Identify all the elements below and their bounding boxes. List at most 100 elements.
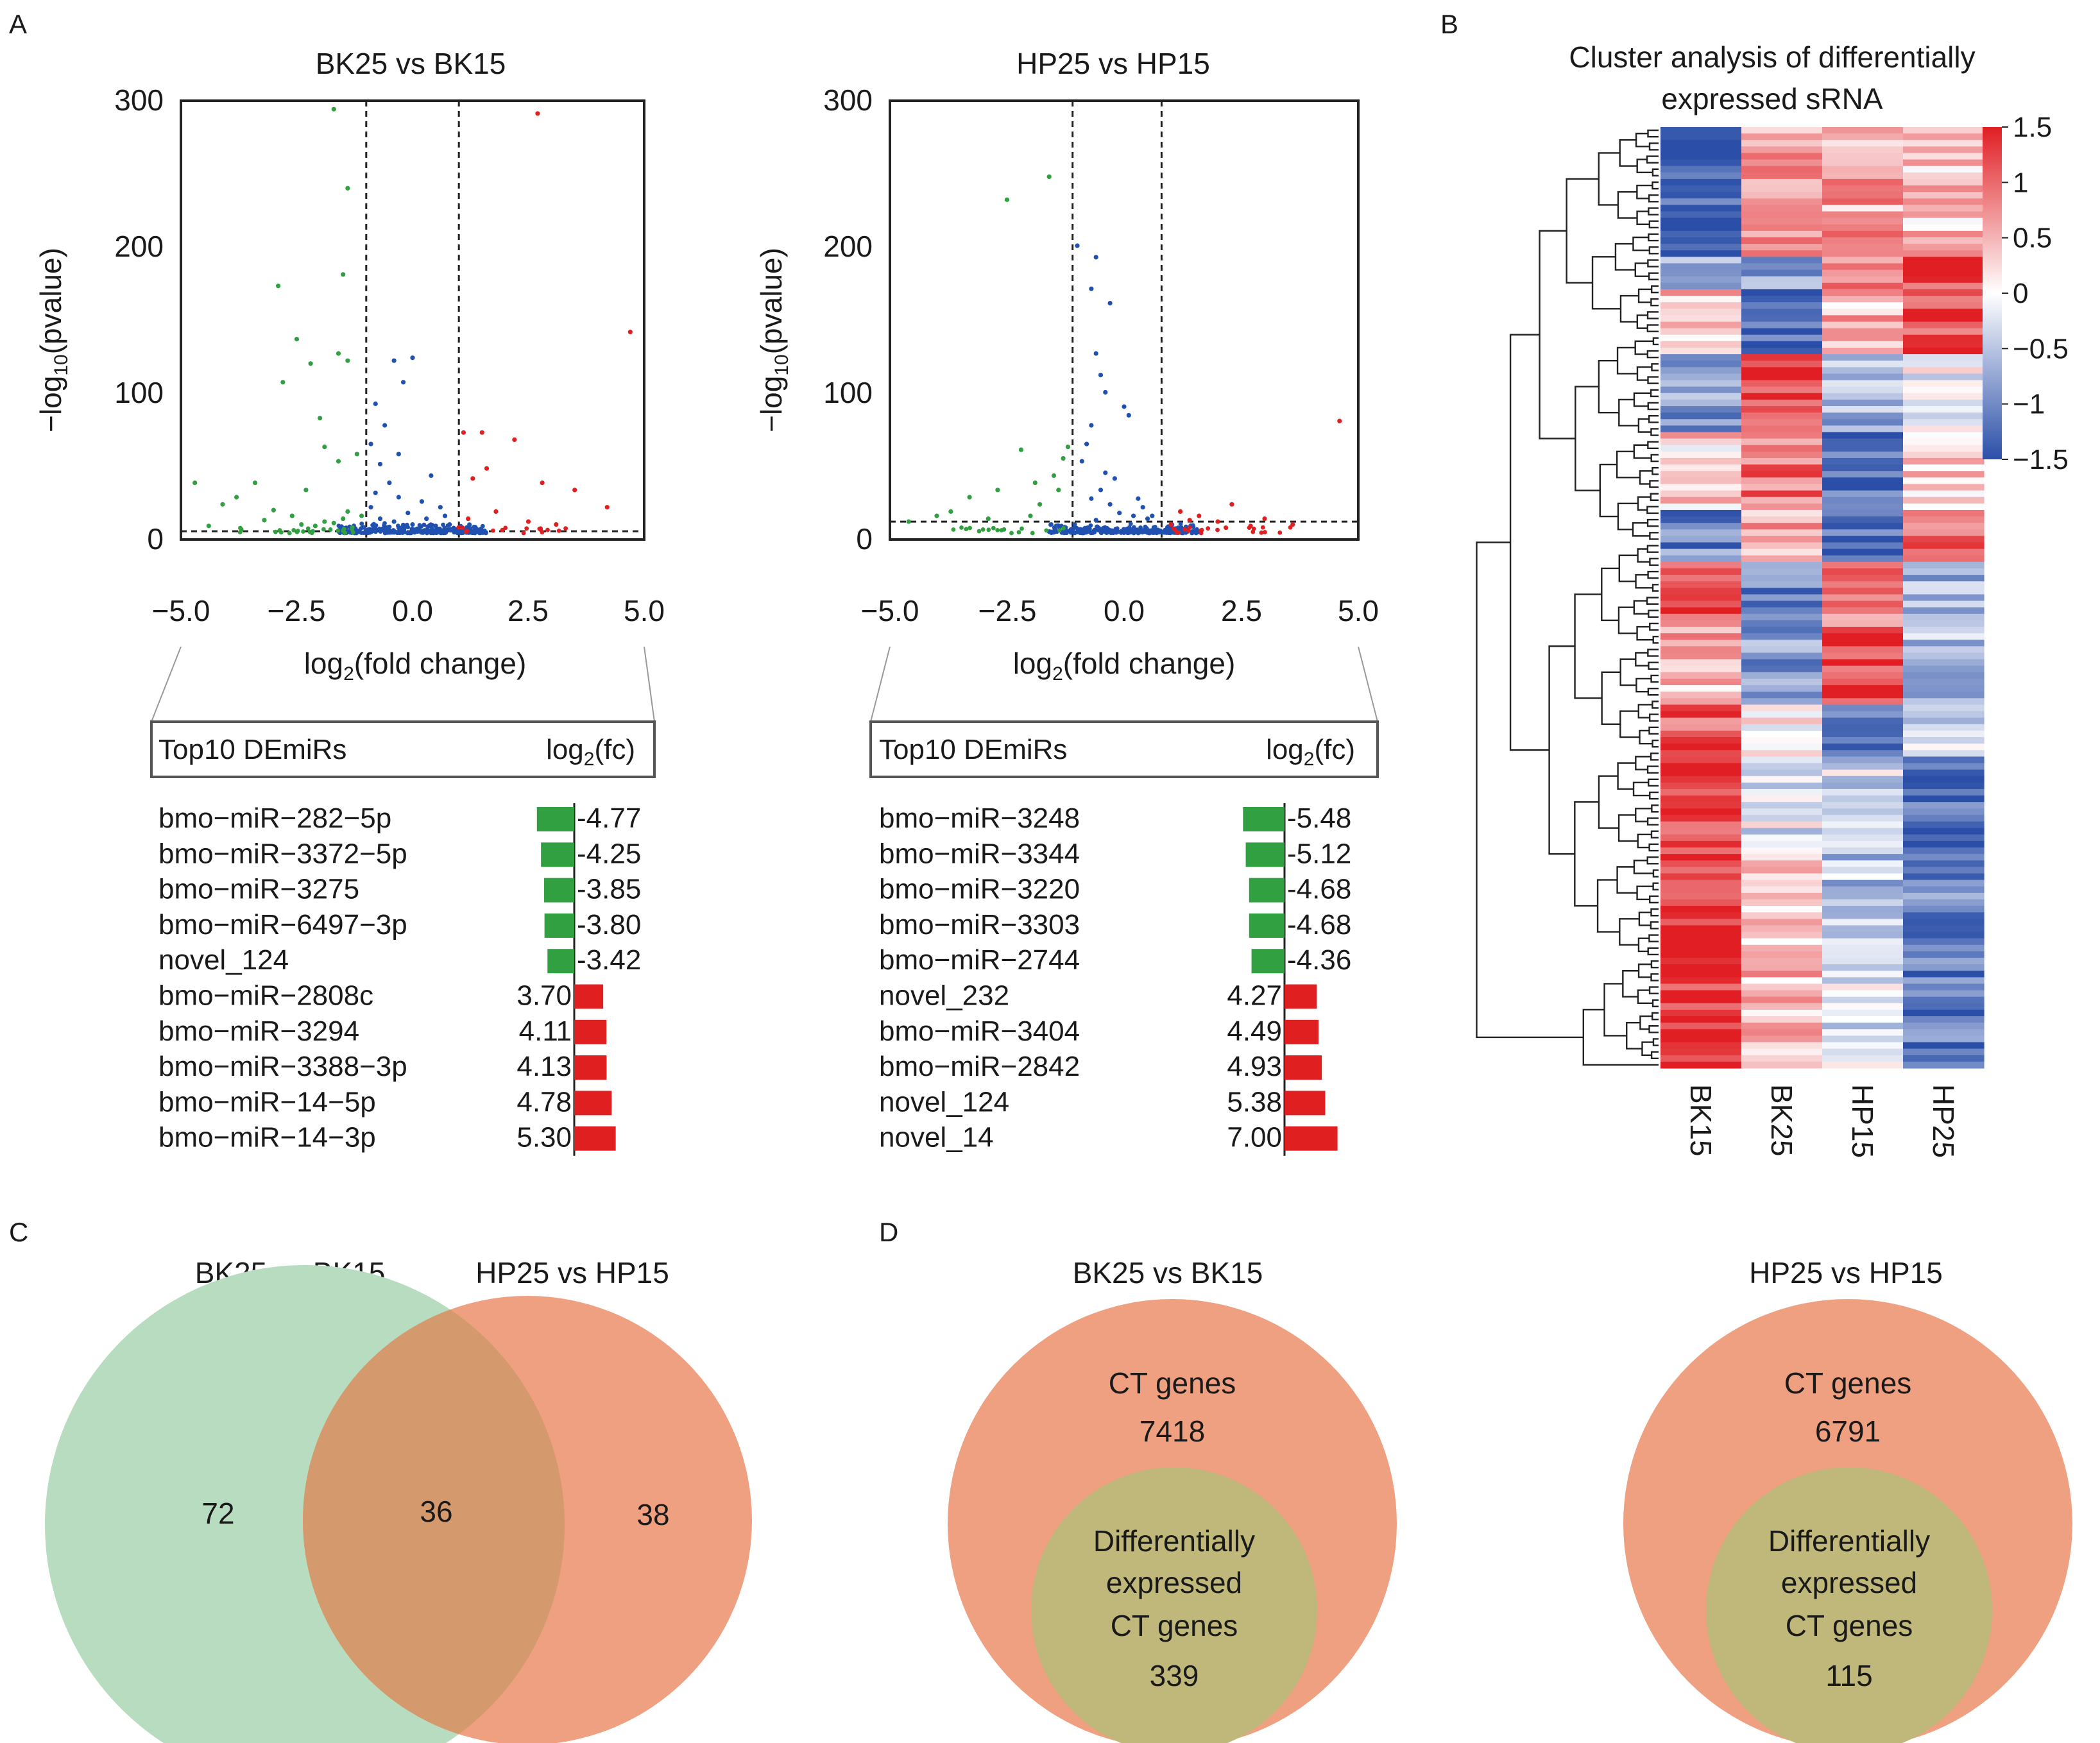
heatmap-cell [1822,698,1904,706]
dendrogram-branch [1650,493,1659,501]
heatmap-cell [1903,354,1985,361]
heatmap-cell [1741,315,1823,323]
point-ns [1052,527,1057,532]
point-down [345,358,350,363]
heatmap-cell [1822,425,1904,433]
point-down [252,480,258,486]
heatmap-cell [1903,782,1985,790]
point-down [308,361,313,366]
heatmap-cell [1741,750,1823,757]
dendrogram-branch [1648,661,1659,670]
heatmap-cell [1741,860,1823,867]
point-down [967,495,972,500]
point-down [1037,502,1043,507]
heatmap-cell [1822,854,1904,861]
point-up [1263,530,1267,534]
point-down [336,351,341,356]
dendrogram-branch [1639,729,1653,745]
heatmap-cell [1903,938,1985,946]
mirna-name: bmo−miR−14−3p [158,1122,376,1153]
dendrogram-branch [1636,366,1652,381]
point-ns [368,441,373,446]
point-up [466,516,471,522]
heatmap-cell [1741,892,1823,900]
heatmap-cell [1660,484,1742,491]
point-ns [373,490,378,495]
heatmap-cell [1903,815,1985,822]
dendrogram-branch [1639,1015,1653,1030]
heatmap-cell [1741,1023,1823,1030]
dendrogram-branch [1599,463,1618,518]
heatmap-cell [1660,334,1742,342]
heatmap-cell [1660,153,1742,160]
heatmap-cell [1903,1016,1985,1023]
point-ns [387,480,392,486]
dendrogram-branch [1650,674,1659,683]
heatmap-cell [1822,931,1904,939]
heatmap-cell [1903,289,1985,296]
heatmap-cell [1660,412,1742,420]
heatmap-cell [1903,990,1985,998]
heatmap-cell [1660,958,1742,965]
heatmap-cell [1660,906,1742,913]
point-down [331,520,336,525]
fc-bar-up [574,1091,612,1116]
point-down [239,527,244,532]
heatmap-cell [1660,432,1742,439]
heatmap-cell [1660,529,1742,536]
dendrogram-branch [1650,908,1659,917]
heatmap-cell [1660,263,1742,271]
heatmap-cell [1741,542,1823,550]
heatmap-cell [1741,127,1823,134]
point-ns [1073,525,1077,529]
dendrogram-branch [1619,710,1640,738]
dendrogram-branch [1650,921,1659,930]
heatmap-cell [1903,205,1985,212]
dendrogram-branch [1575,386,1600,491]
dendrogram-branch [1646,155,1659,164]
heatmap-cell [1660,802,1742,809]
point-down [303,488,309,493]
point-ns [405,511,411,516]
heatmap-cell [1903,588,1985,595]
point-ns [405,531,410,536]
heatmap-cell [1903,484,1985,491]
heatmap-cell [1822,432,1904,439]
point-up [1199,531,1204,536]
fc-bar-up [1285,984,1317,1009]
mirna-name: novel_124 [158,944,289,976]
heatmap-cell [1903,166,1985,173]
heatmap-cell [1660,880,1742,887]
point-ns [400,380,406,385]
dendrogram-branch [1598,360,1619,414]
heatmap-cell [1660,296,1742,303]
dendrogram-branch [1601,671,1621,725]
heatmap-cell [1822,750,1904,757]
heatmap-cell [1903,867,1985,874]
heatmap-cell [1660,704,1742,712]
heatmap-cell [1903,425,1985,433]
y-axis-label-post: (pvalue) [755,248,788,354]
heatmap-cell [1903,750,1985,757]
fc-value-label: 4.13 [516,1051,572,1082]
heatmap-cell [1903,575,1985,582]
heatmap-cell [1822,406,1904,413]
dendrogram-branch [1637,496,1651,511]
heatmap-cell [1741,302,1823,309]
dendrogram-branch [1618,814,1638,842]
heatmap-cell [1822,399,1904,407]
heatmap-cell [1822,692,1904,699]
heatmap-cell [1903,665,1985,673]
heatmap-cell [1660,217,1742,225]
point-down [341,516,346,522]
dendrogram-branch [1648,220,1659,229]
point-ns [1088,531,1093,536]
point-down [322,445,327,450]
fc-value-label: 5.38 [1227,1086,1282,1118]
heatmap-cell [1660,367,1742,375]
zoom-guide [151,646,182,722]
heatmap-cell [1822,471,1904,478]
heatmap-cell [1741,464,1823,472]
heatmap-cell [1741,840,1823,848]
heatmap-cell [1660,750,1742,757]
